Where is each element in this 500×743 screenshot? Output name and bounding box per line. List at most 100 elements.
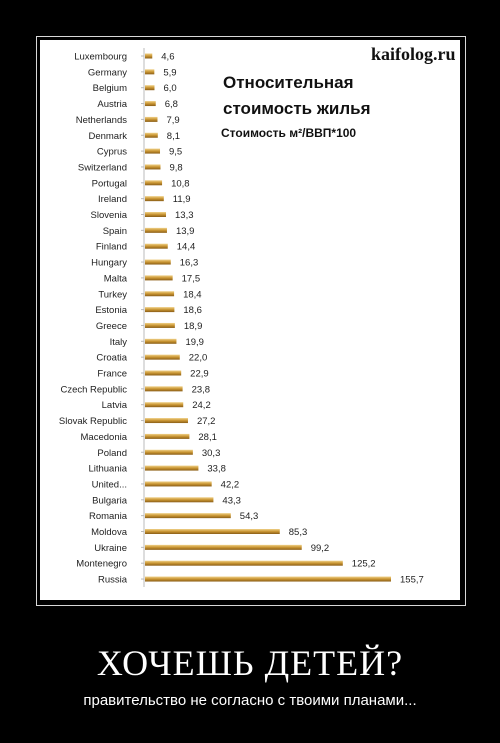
value-label: 6,0: [163, 83, 176, 94]
bar: [145, 85, 155, 91]
bar: [145, 53, 153, 59]
value-label: 54,3: [240, 511, 259, 522]
category-label: France: [97, 369, 127, 380]
value-label: 22,0: [189, 353, 208, 364]
value-label: 24,2: [192, 400, 211, 411]
value-label: 99,2: [311, 543, 330, 554]
category-label: Finland: [96, 242, 127, 253]
chart-panel: [40, 40, 460, 600]
value-label: 33,8: [207, 464, 226, 475]
bar: [145, 497, 214, 503]
value-label: 16,3: [180, 258, 199, 269]
value-label: 11,9: [173, 194, 191, 205]
category-label: Luxembourg: [74, 52, 127, 63]
category-label: Turkey: [98, 289, 127, 300]
bar: [145, 275, 173, 281]
category-label: Macedonia: [81, 432, 128, 443]
value-label: 6,8: [165, 99, 178, 110]
category-label: Malta: [104, 273, 128, 284]
value-label: 14,4: [177, 242, 196, 253]
category-label: Poland: [97, 448, 127, 459]
bar: [145, 227, 167, 233]
chart-title-line2: стоимость жилья: [223, 99, 371, 118]
value-label: 8,1: [167, 131, 180, 142]
bar: [145, 544, 302, 550]
chart-bars-group: Luxembourg 4,6 Germany 5,9 Belgium 6,0 Austria…: [59, 48, 424, 588]
category-label: Bulgaria: [92, 495, 128, 506]
value-label: 4,6: [161, 52, 174, 63]
bar: [145, 307, 175, 313]
category-label: Moldova: [91, 527, 128, 538]
bar: [145, 418, 188, 424]
chart-title: Относительная стоимость жилья: [223, 70, 423, 122]
value-label: 27,2: [197, 416, 216, 427]
bar: [145, 386, 183, 392]
bar: [145, 101, 156, 107]
category-label: Romania: [89, 511, 128, 522]
category-label: Slovak Republic: [59, 416, 127, 427]
bar: [145, 449, 193, 455]
value-label: 42,2: [221, 479, 240, 490]
category-label: Lithuania: [88, 464, 127, 475]
category-label: Portugal: [92, 178, 127, 189]
value-label: 28,1: [198, 432, 217, 443]
value-label: 18,9: [184, 321, 203, 332]
value-label: 7,9: [166, 115, 179, 126]
bar: [145, 370, 182, 376]
site-watermark: kaifolog.ru: [371, 44, 456, 64]
value-label: 5,9: [163, 67, 176, 78]
category-label: Austria: [97, 99, 127, 110]
value-label: 9,8: [169, 162, 182, 173]
bar: [145, 164, 161, 170]
bar: [145, 69, 155, 75]
bar: [145, 116, 158, 122]
category-label: Ukraine: [94, 543, 127, 554]
demotivator-caption: правительство не согласно с твоими плана…: [83, 692, 417, 709]
value-label: 9,5: [169, 147, 182, 158]
bar: [145, 243, 168, 249]
value-label: 23,8: [192, 384, 211, 395]
category-label: Ireland: [98, 194, 127, 205]
value-label: 17,5: [182, 273, 201, 284]
category-label: Russia: [98, 575, 128, 586]
bar: [145, 465, 199, 471]
category-label: Czech Republic: [60, 384, 127, 395]
bar: [145, 132, 158, 138]
bar: [145, 338, 177, 344]
value-label: 19,9: [185, 337, 204, 348]
chart-subtitle: Стоимость м²/ВВП*100: [221, 126, 357, 140]
category-label: Switzerland: [78, 162, 127, 173]
value-label: 10,8: [171, 178, 190, 189]
value-label: 43,3: [222, 495, 241, 506]
category-label: Netherlands: [76, 115, 127, 126]
bar: [145, 513, 231, 519]
bar: [145, 529, 280, 534]
value-label: 155,7: [400, 575, 424, 586]
bar: [145, 481, 212, 487]
category-label: Croatia: [96, 353, 127, 364]
value-label: 22,9: [190, 369, 209, 380]
bar: [145, 433, 190, 439]
bar: [145, 560, 343, 566]
bar: [145, 576, 391, 582]
value-label: 125,2: [352, 559, 376, 570]
category-label: Cyprus: [97, 147, 127, 158]
category-label: Slovenia: [91, 210, 128, 221]
value-label: 30,3: [202, 448, 221, 459]
value-label: 18,4: [183, 289, 202, 300]
bar: [145, 180, 163, 186]
demotivator-title: ХОЧЕШЬ ДЕТЕЙ?: [96, 643, 404, 683]
category-label: Estonia: [95, 305, 127, 316]
category-label: Hungary: [91, 258, 127, 269]
category-label: Greece: [96, 321, 127, 332]
bar: [145, 354, 180, 360]
bar: [145, 212, 167, 217]
value-label: 85,3: [289, 527, 308, 538]
category-label: Denmark: [88, 131, 127, 142]
bar: [145, 322, 175, 328]
bar: [145, 259, 171, 265]
chart-title-line1: Относительная: [223, 73, 354, 92]
category-label: Italy: [110, 337, 128, 348]
category-label: Spain: [103, 226, 127, 237]
